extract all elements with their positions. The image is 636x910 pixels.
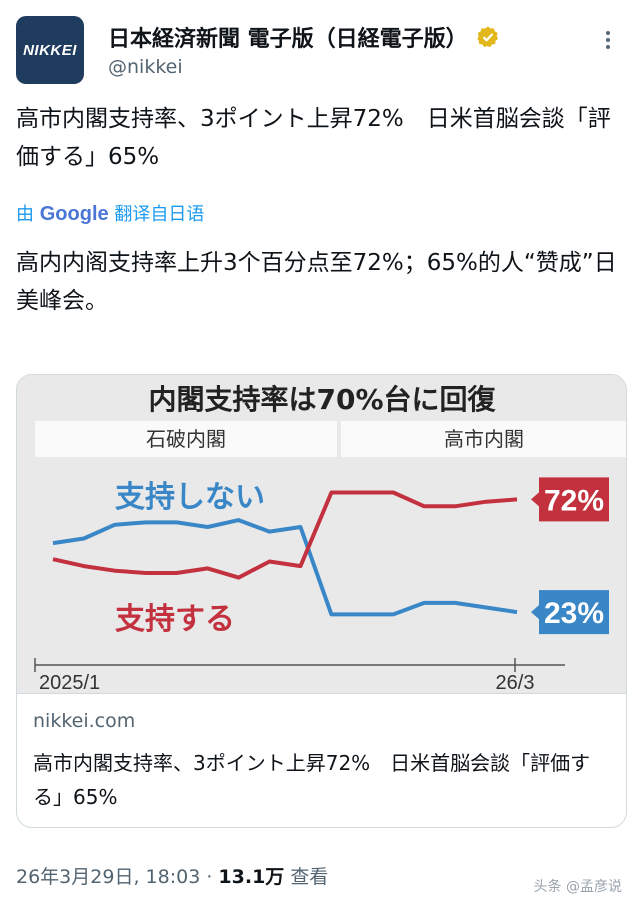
card-footer: nikkei.com 高市内閣支持率、3ポイント上昇72% 日米首脳会談「評価す… xyxy=(17,693,626,827)
end-value-pointer-1 xyxy=(531,492,539,507)
period-label-ishiba: 石破内閣 xyxy=(146,427,226,451)
link-card[interactable]: 内閣支持率は70%台に回復 石破内閣 高市内閣 支持しない 23% 支持する 72% … xyxy=(16,374,627,828)
watermark: 头条 @孟彦说 xyxy=(533,879,622,895)
translate-suffix: 翻译自日语 xyxy=(114,204,205,225)
series-line-1 xyxy=(52,490,518,580)
end-value-pointer-0 xyxy=(531,605,539,620)
series-label-1: 支持する xyxy=(115,602,235,637)
card-title: 高市内閣支持率、3ポイント上昇72% 日米首脳会談「評価する」65% xyxy=(33,751,591,809)
approval-rating-chart: 内閣支持率は70%台に回復 石破内閣 高市内閣 支持しない23%支持する72% … xyxy=(17,375,626,693)
translation-attribution[interactable]: 由 Google 翻译自日语 xyxy=(16,200,204,226)
series-line-0 xyxy=(52,518,518,617)
verified-badge-icon xyxy=(476,25,500,55)
display-name-text: 日本経済新聞 電子版（日経電子版） xyxy=(108,27,468,52)
end-value-badge-0 xyxy=(539,590,609,635)
chart-image: 内閣支持率は70%台に回復 石破内閣 高市内閣 支持しない 23% 支持する 72% … xyxy=(17,375,626,693)
more-options-icon[interactable] xyxy=(596,28,620,52)
series-label-0: 支持しない xyxy=(115,480,265,515)
x-end-label: 26/3 xyxy=(496,672,535,693)
end-value-badge-1 xyxy=(539,477,609,522)
views-label: 查看 xyxy=(284,866,329,888)
view-count: 13.1万 xyxy=(218,866,285,888)
chart-title: 内閣支持率は70%台に回復 xyxy=(148,383,496,416)
display-name[interactable]: 日本経済新聞 電子版（日経電子版） xyxy=(108,21,500,55)
post-meta: 26年3月29日, 18:03 · 13.1万 查看 xyxy=(16,862,328,889)
timestamp[interactable]: 26年3月29日, 18:03 xyxy=(16,866,201,888)
meta-separator: · xyxy=(200,866,219,888)
translated-text: 高内内阁支持率上升3个百分点至72%；65%的人“赞成”日美峰会。 xyxy=(16,250,617,314)
translate-prefix: 由 xyxy=(16,204,34,225)
end-value-label-0: 23% xyxy=(544,597,604,630)
google-logo: Google xyxy=(39,203,109,225)
handle[interactable]: @nikkei xyxy=(108,56,183,78)
end-value-label-1: 72% xyxy=(544,484,604,517)
tweet-text: 高市内閣支持率、3ポイント上昇72% 日米首脳会談「評価する」65% xyxy=(16,106,611,170)
avatar-logo-text: NIKKEI xyxy=(23,41,77,59)
period-label-takaichi: 高市内閣 xyxy=(444,427,524,451)
tweet-header: NIKKEI 日本経済新聞 電子版（日経電子版） @nikkei xyxy=(16,16,620,88)
avatar[interactable]: NIKKEI xyxy=(16,16,84,84)
card-domain: nikkei.com xyxy=(33,710,136,732)
x-start-label: 2025/1 xyxy=(39,672,100,693)
